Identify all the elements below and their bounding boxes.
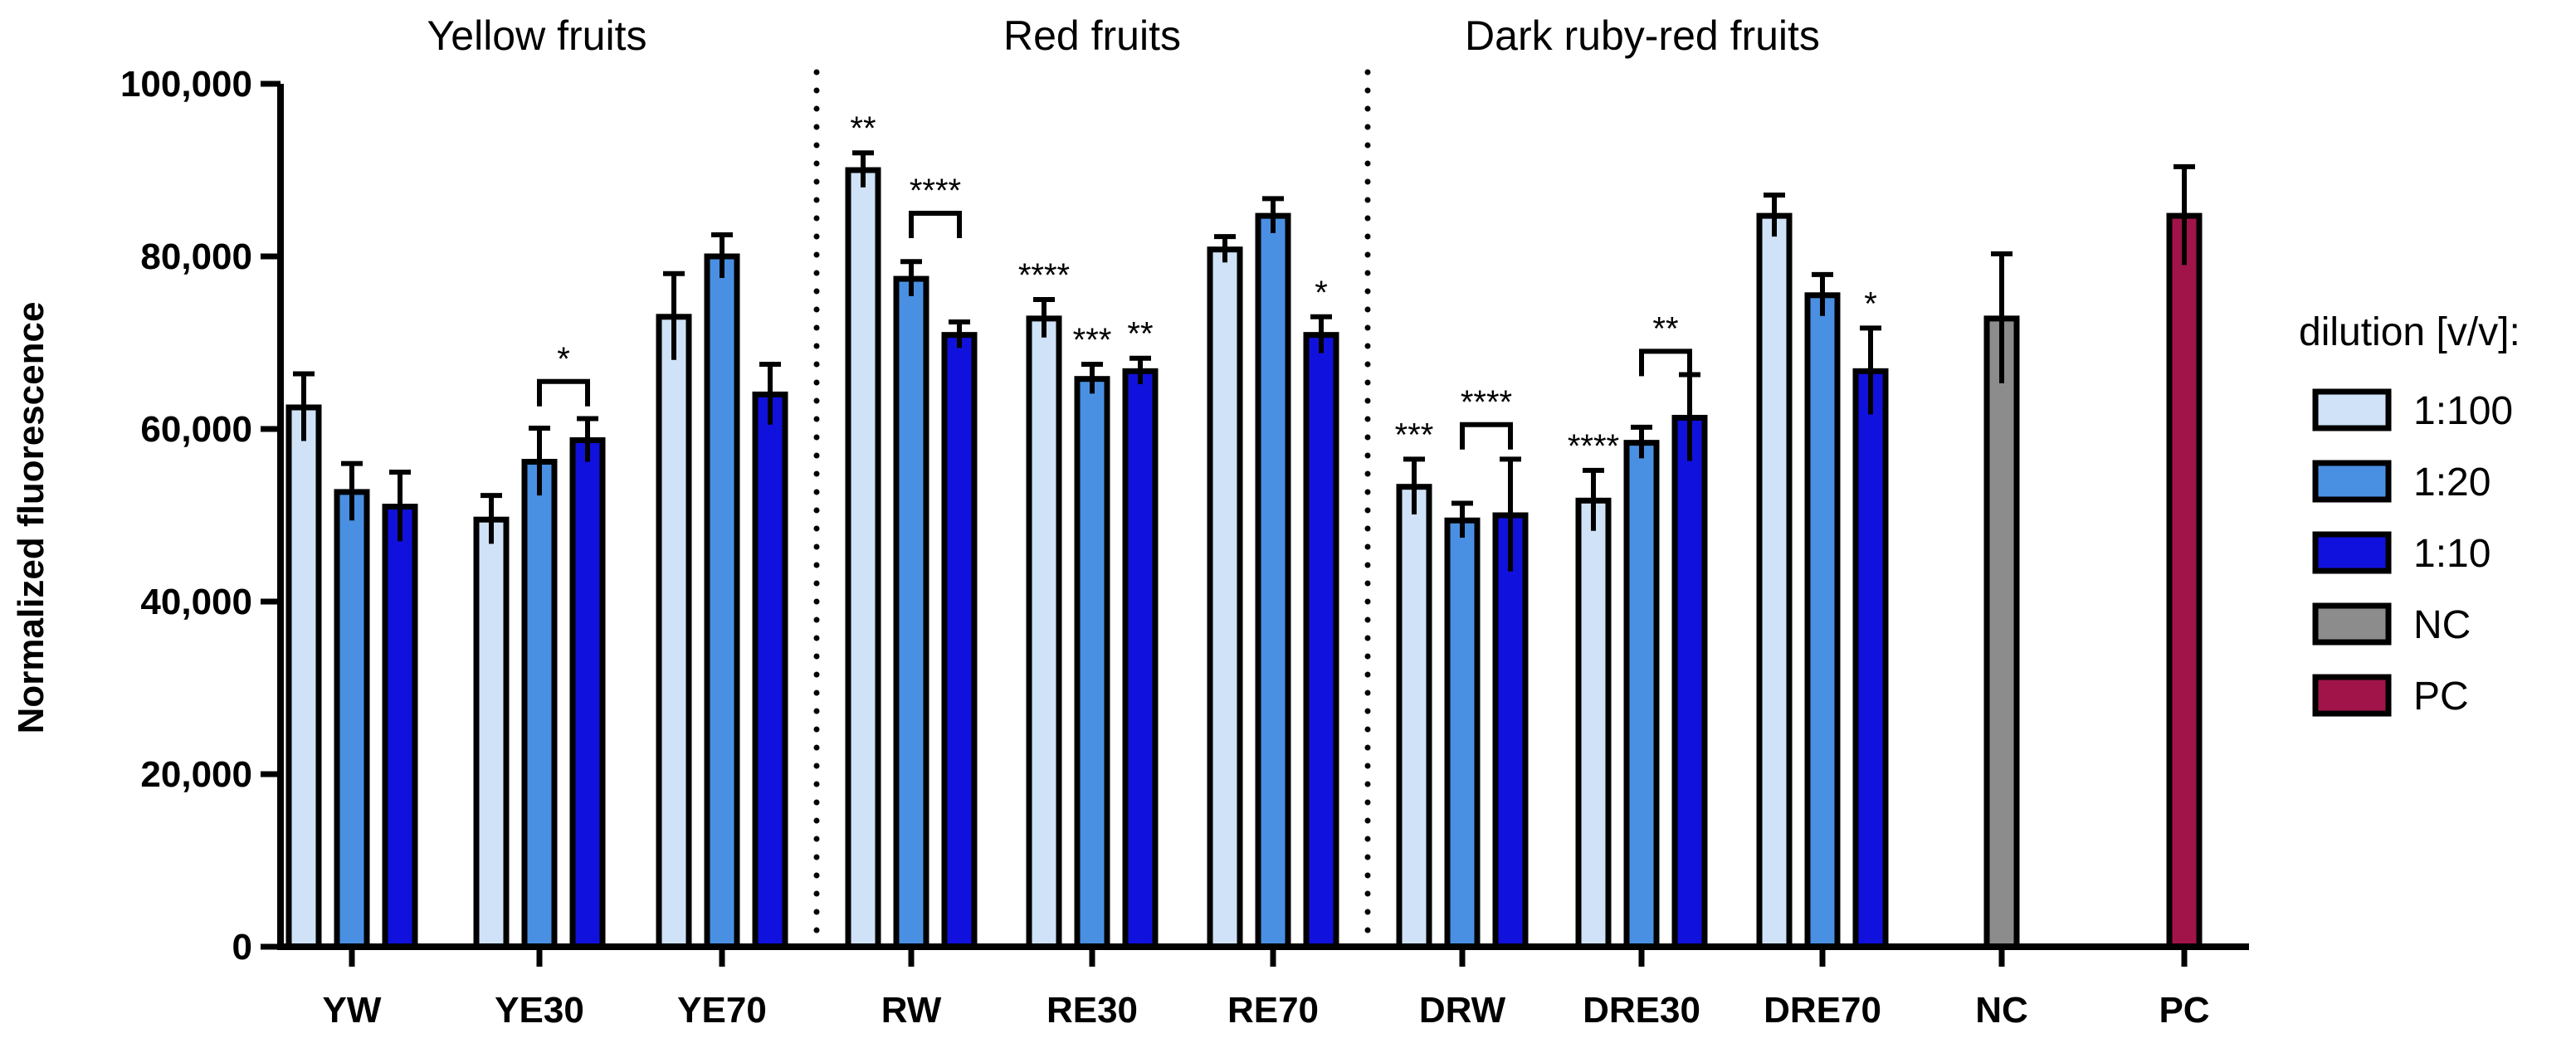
legend-label-nc: NC [2413, 603, 2471, 647]
x-tick-label-ye70: YE70 [677, 990, 767, 1031]
bar-re70-1-10 [1303, 332, 1339, 950]
x-tick-label-yw: YW [323, 990, 382, 1031]
significance-label-dre30-10: ** [1652, 310, 1678, 347]
legend-label-1-20: 1:20 [2413, 461, 2491, 504]
legend-title: dilution [v/v]: [2299, 310, 2520, 354]
error-bars [293, 150, 2195, 572]
bar-drw-1-100 [1396, 484, 1432, 950]
bar-drw-1-20 [1444, 517, 1481, 950]
bar-drw-1-10 [1492, 512, 1529, 950]
bar-pc-pc [2166, 212, 2203, 950]
bar-re30-1-10 [1122, 368, 1159, 950]
bar-ye30-1-100 [473, 516, 510, 950]
legend-swatch-1-20 [2312, 460, 2392, 503]
bar-dre70-1-20 [1804, 292, 1841, 950]
significance-label-rw-0: ** [850, 110, 876, 147]
significance-label-re70-5: * [1315, 275, 1328, 311]
group-label-dark-ruby-red-fruits: Dark ruby-red fruits [1465, 12, 1820, 59]
legend-swatch-nc [2312, 602, 2392, 646]
y-tick-label-20000: 20,000 [140, 754, 252, 795]
x-tick-label-ye30: YE30 [495, 990, 584, 1031]
significance-label-rw-1: **** [910, 173, 961, 209]
bar-dre30-1-20 [1623, 440, 1660, 950]
group-labels: Yellow fruits Red fruits Dark ruby-red fru… [427, 12, 1820, 59]
bar-re70-1-20 [1255, 212, 1291, 950]
legend-label-1-10: 1:10 [2413, 532, 2491, 576]
bar-rw-1-100 [845, 167, 881, 950]
bar-re30-1-100 [1026, 315, 1062, 950]
y-ticks: 0 20,000 40,000 60,000 80,000 100,000 [120, 64, 281, 967]
legend-label-pc: PC [2413, 675, 2469, 719]
y-tick-label-40000: 40,000 [140, 582, 252, 622]
bar-dre30-1-100 [1575, 497, 1612, 950]
bar-yw-1-10 [382, 504, 418, 950]
bar-ye70-1-10 [752, 391, 788, 950]
significance-label-re30-4: ** [1127, 316, 1153, 353]
y-tick-label-60000: 60,000 [140, 409, 252, 450]
significance-bracket-drw [1460, 422, 1513, 450]
significance-label-drw-8: **** [1461, 384, 1512, 421]
significance-label-re30-2: **** [1018, 257, 1070, 294]
bars [285, 167, 2203, 950]
x-tick-label-pc: PC [2159, 990, 2209, 1031]
bar-re30-1-20 [1074, 376, 1110, 950]
bar-ye70-1-100 [656, 314, 692, 950]
bar-yw-1-20 [334, 489, 370, 950]
y-tick-label-0: 0 [232, 927, 252, 967]
bar-dre30-1-10 [1671, 414, 1708, 950]
x-tick-labels: YW YE30 YE70 RW RE30 RE70 DRW DRE30 DRE70 NC PC [323, 947, 2210, 1031]
axes [277, 84, 2249, 950]
x-tick-label-nc: NC [1975, 990, 2028, 1031]
bar-yw-1-100 [285, 404, 322, 950]
bar-nc-nc [1983, 315, 2020, 950]
significance-label-re30-3: *** [1073, 322, 1112, 358]
significance-label-drw-7: *** [1395, 417, 1434, 453]
bar-rw-1-20 [893, 275, 929, 950]
x-tick-label-dre70: DRE70 [1764, 990, 1881, 1031]
legend-swatch-1-100 [2312, 388, 2392, 431]
significance-label-dre70-11: * [1864, 285, 1877, 322]
significance-bracket-ye30 [537, 378, 590, 407]
x-tick-label-drw: DRW [1419, 990, 1506, 1031]
significance-bracket-dre30 [1639, 348, 1692, 377]
group-separators [813, 69, 1371, 950]
bar-ye30-1-20 [521, 459, 558, 950]
group-label-yellow-fruits: Yellow fruits [427, 12, 647, 59]
x-tick-label-dre30: DRE30 [1583, 990, 1700, 1031]
bar-ye70-1-20 [704, 253, 740, 950]
group-label-red-fruits: Red fruits [1003, 12, 1181, 59]
x-tick-label-re30: RE30 [1046, 990, 1138, 1031]
x-tick-label-rw: RW [881, 990, 942, 1031]
legend-swatch-1-10 [2312, 531, 2392, 574]
bar-dre70-1-10 [1852, 368, 1889, 950]
x-tick-label-re70: RE70 [1227, 990, 1319, 1031]
significance-annotations: ************* ****************** [537, 110, 1877, 465]
bar-dre70-1-100 [1756, 212, 1793, 950]
bar-rw-1-10 [941, 332, 978, 950]
legend-swatch-pc [2312, 674, 2392, 717]
legend-label-1-100: 1:100 [2413, 389, 2513, 433]
y-tick-label-80000: 80,000 [140, 236, 252, 277]
significance-bracket-rw [909, 211, 962, 238]
significance-label-ye30-6: * [557, 341, 570, 378]
y-axis-label: Normalized fluorescence [11, 302, 51, 734]
bar-ye30-1-10 [569, 437, 606, 950]
legend: dilution [v/v]: 1:100 1:20 1:10 NC PC [2299, 310, 2520, 719]
significance-label-dre30-9: **** [1568, 428, 1619, 465]
bar-re70-1-100 [1207, 246, 1243, 950]
y-tick-label-100000: 100,000 [120, 64, 252, 105]
